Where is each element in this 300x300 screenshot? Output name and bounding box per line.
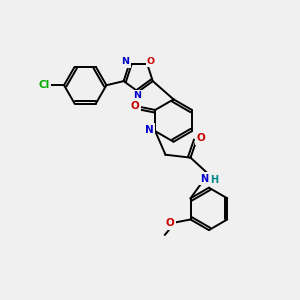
Text: H: H [211, 175, 219, 185]
Text: N: N [121, 57, 129, 66]
Text: Cl: Cl [39, 80, 50, 90]
Text: N: N [145, 125, 154, 135]
Text: O: O [131, 101, 140, 111]
Text: N: N [133, 91, 141, 100]
Text: O: O [147, 57, 155, 66]
Text: N: N [200, 174, 208, 184]
Text: O: O [196, 133, 205, 143]
Text: O: O [166, 218, 174, 228]
